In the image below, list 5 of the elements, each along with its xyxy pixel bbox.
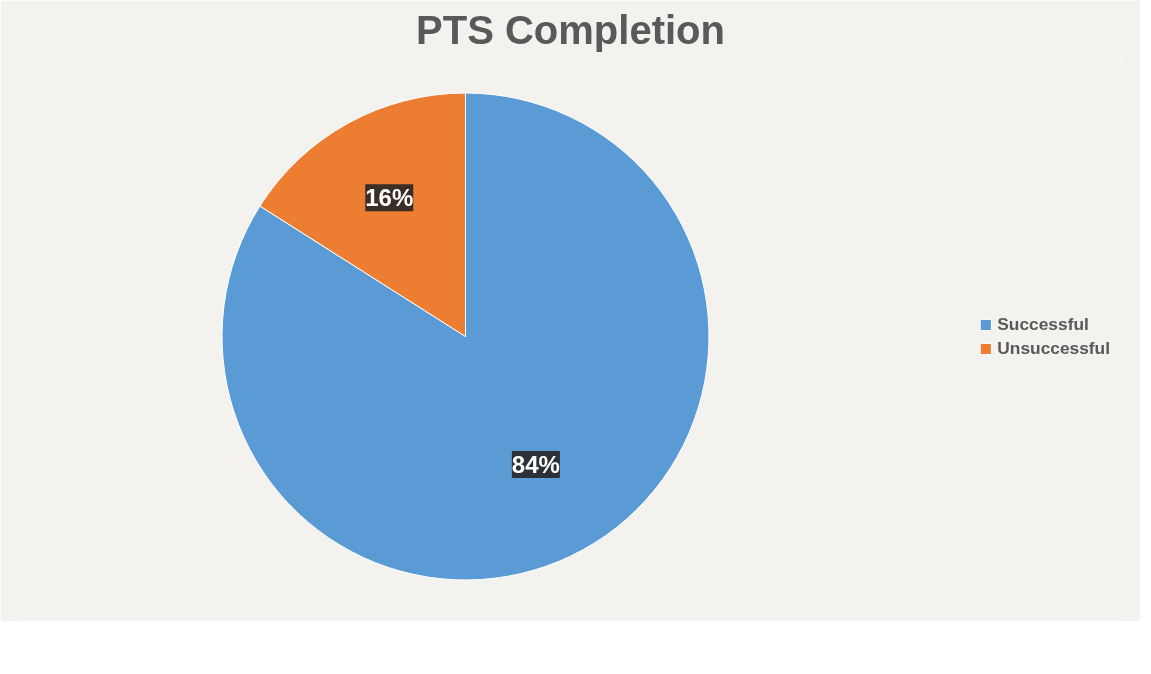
data-label: 84% [511, 451, 560, 479]
legend-label: Unsuccessful [997, 337, 1110, 359]
chart-title: PTS Completion [416, 7, 725, 52]
data-label: 16% [365, 184, 414, 212]
legend-label: Successful [997, 313, 1089, 335]
